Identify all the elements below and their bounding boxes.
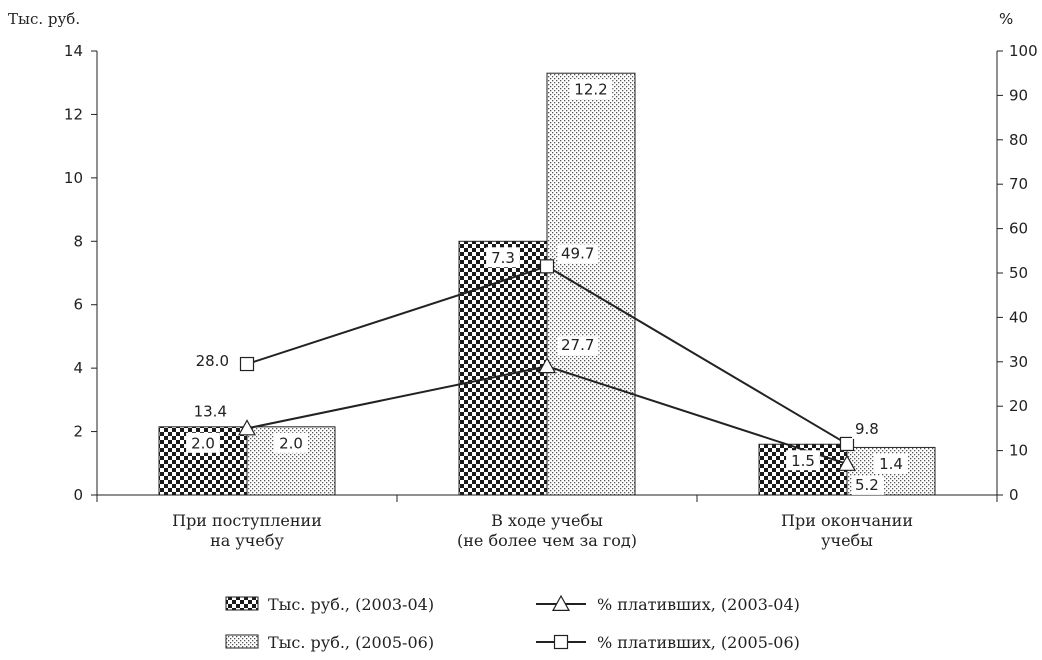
category-labels: При поступлении на учебу В ходе учебы (не б… (172, 511, 913, 550)
square-marker (239, 356, 255, 372)
bar-data-label-group: 2.0 (186, 432, 220, 453)
legend-label: % плативших, (2003-04) (597, 595, 800, 614)
bar-data-label: 12.2 (574, 81, 607, 99)
bar-data-label: 1.5 (791, 452, 815, 470)
right-tick-label: 40 (1009, 308, 1028, 326)
right-tick-label: 20 (1009, 397, 1028, 415)
bar (458, 240, 548, 496)
right-tick-label: 70 (1009, 175, 1028, 193)
triangle-marker (551, 594, 571, 612)
bar-data-label-bg (569, 79, 613, 100)
line-data-label: 49.7 (561, 244, 594, 262)
bar-data-label-bg (786, 450, 820, 471)
bar-data-label-group: 1.4 (874, 453, 908, 474)
left-tick-label: 0 (73, 486, 83, 504)
line-data-label: 27.7 (561, 336, 594, 354)
bar-data-label-bg (486, 247, 520, 268)
bar-data-label-bg (274, 432, 308, 453)
category-label-line: на учебу (210, 531, 284, 550)
square-marker (553, 634, 569, 650)
legend-item: Тыс. руб., (2005-06) (225, 633, 434, 652)
legend-item: Тыс. руб., (2003-04) (225, 595, 434, 614)
right-tick-label: 90 (1009, 86, 1028, 104)
line-data-label-bg (852, 475, 884, 495)
category-label-line: При окончании (781, 511, 913, 530)
line-data-label: 28.0 (196, 352, 229, 370)
legend-item: % плативших, (2005-06) (536, 633, 800, 652)
data-labels: 2.0 7.3 1.5 2.0 12.2 1.4 13.4 27.7 5.2 28.0 49.7 9.… (186, 79, 908, 495)
bar-data-label-group: 7.3 (486, 247, 520, 268)
legend-label: % плативших, (2005-06) (597, 633, 800, 652)
line-data-label-bg (189, 402, 230, 422)
legend-swatch (225, 596, 259, 611)
right-axis-unit: % (999, 10, 1013, 28)
bar (546, 72, 636, 496)
left-tick-label: 6 (73, 296, 83, 314)
bar-data-label: 1.4 (879, 455, 903, 473)
left-tick-label: 2 (73, 423, 83, 441)
left-tick-label: 4 (73, 359, 83, 377)
triangle-marker (837, 454, 857, 471)
category-label: При поступлении на учебу (172, 511, 322, 550)
bar-data-label: 2.0 (191, 434, 215, 452)
legend-label: Тыс. руб., (2005-06) (268, 633, 434, 652)
bar-data-label: 7.3 (491, 249, 515, 267)
left-tick-label: 8 (73, 232, 83, 250)
legend-label: Тыс. руб., (2003-04) (268, 595, 434, 614)
bar-data-label-bg (874, 453, 908, 474)
right-tick-label: 100 (1009, 42, 1038, 60)
bar-data-label: 2.0 (279, 434, 303, 452)
line-data-label: 9.8 (855, 420, 879, 438)
right-tick-label: 50 (1009, 264, 1028, 282)
line-data-label: 5.2 (855, 476, 879, 494)
line-data-label-bg (558, 336, 599, 356)
category-label-line: (не более чем за год) (457, 531, 637, 550)
legend-item: % плативших, (2003-04) (536, 594, 800, 614)
bar-data-label-group: 1.5 (786, 450, 820, 471)
right-tick-label: 60 (1009, 220, 1028, 238)
bars (158, 72, 936, 496)
square-marker (839, 436, 855, 452)
bar-data-label-group: 12.2 (569, 79, 613, 100)
legend-swatch (225, 634, 259, 649)
triangle-marker (537, 357, 557, 374)
category-label-line: При поступлении (172, 511, 322, 530)
left-tick-label: 14 (64, 42, 83, 60)
category-label: В ходе учебы (не более чем за год) (457, 511, 637, 550)
right-tick-label: 10 (1009, 442, 1028, 460)
bar-data-label-bg (186, 432, 220, 453)
line-data-label-bg (191, 352, 232, 372)
right-tick-label: 0 (1009, 486, 1019, 504)
left-tick-label: 10 (64, 169, 83, 187)
category-label-line: учебы (821, 531, 873, 550)
left-axis-unit: Тыс. руб. (8, 10, 80, 28)
line-data-label-bg (558, 244, 599, 264)
square-marker (539, 259, 555, 274)
category-label-line: В ходе учебы (491, 511, 603, 530)
lines (237, 259, 857, 471)
bar-data-label-group: 2.0 (274, 432, 308, 453)
line-data-label-bg (852, 419, 884, 439)
category-label: При окончании учебы (781, 511, 913, 550)
right-tick-label: 80 (1009, 131, 1028, 149)
line-data-label: 13.4 (194, 402, 227, 420)
line-series (237, 357, 857, 471)
right-tick-label: 30 (1009, 353, 1028, 371)
legend: Тыс. руб., (2003-04) % плативших, (2003-0… (225, 594, 800, 652)
line-series (239, 259, 855, 452)
triangle-marker (237, 419, 257, 436)
left-tick-label: 12 (64, 105, 83, 123)
